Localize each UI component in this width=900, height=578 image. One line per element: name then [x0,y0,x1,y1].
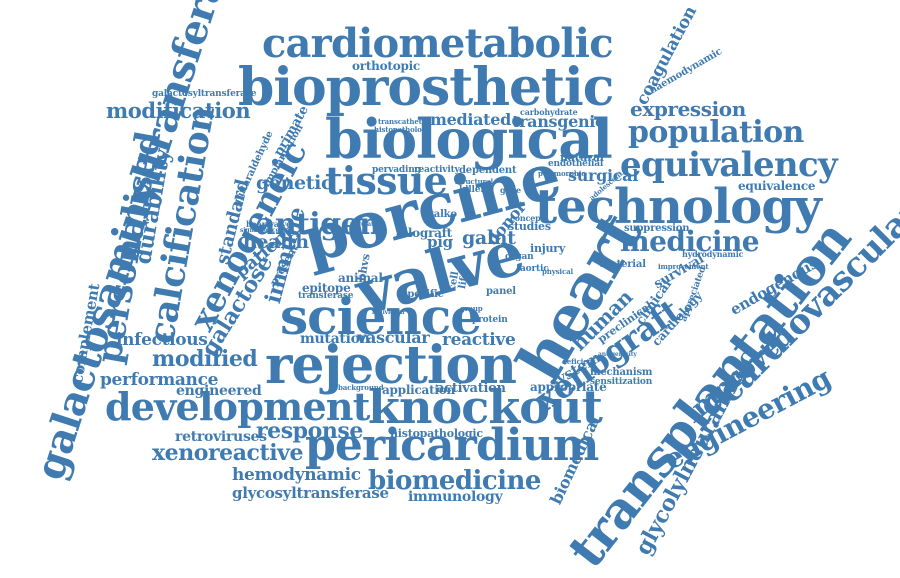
word-transcatheter: transcatheter [378,117,430,126]
word-structural: structural [455,177,494,186]
word-histopathologic: histopathologic [390,427,483,440]
word-genetic: genetic [256,172,333,194]
word-equivalency: equivalency [620,145,838,185]
word-protein: protein [472,315,508,325]
word-hemodynamic: hemodynamic [232,465,361,485]
word-organ: organ [505,252,534,262]
word-development: development [105,384,370,429]
word-pervading: pervading [372,165,421,175]
word-concept: concept [510,213,545,223]
word-mutation: mutation [300,331,370,347]
word-knockout: knockout [368,380,603,434]
word-mediated: mediated [430,110,511,129]
word-endothelial: endothelial [548,159,604,169]
word-antigen: antigen [256,207,381,242]
word-panel: panel [486,286,516,297]
word-transferase: transferase [298,291,354,301]
word-cardiometabolic: cardiometabolic [262,20,614,67]
word-aortic: aortic [520,264,549,274]
word-appropriate: appropriate [530,380,607,394]
word-carbohydrate: carbohydrate [520,107,578,117]
word-rejection: rejection [265,335,517,396]
word-galko: galko [427,209,457,220]
word-sensitization: sensitization [590,377,653,387]
word-suppression: suppression [624,223,690,234]
word-group: group [460,304,483,313]
word-polymorphic: polymorphic [538,169,586,178]
word-significance: significance [240,227,280,234]
word-modification: modification [106,98,251,123]
word-background: background [338,383,384,392]
word-biological: biological [325,107,613,171]
word-tissue: tissue [325,158,448,203]
word-epitope: epitope [302,281,351,295]
word-infectious: infectious [116,330,208,350]
word-health: health [243,231,309,253]
word-orthotopic: orthotopic [352,59,421,73]
word-equivalence: equivalence [738,179,816,193]
word-cloud: galactosaminyltransferase complement per… [26,0,900,578]
word-reactivity: reactivity [414,165,460,175]
word-gene: gene [500,185,521,195]
word-individual: individual [372,309,405,316]
word-natural: natural [560,151,604,164]
word-killer: killer [459,185,485,195]
word-coagulation: coagulation [632,3,701,109]
word-modified: modified [152,346,258,372]
word-transgenic: transgenic [512,112,605,131]
word-science: science [280,287,482,346]
word-injury: injury [530,242,566,255]
word-pericardium: pericardium [305,420,599,471]
word-studies: studies [508,220,551,233]
word-antigenicity: antigenicity [598,351,637,358]
word-biomedicine: biomedicine [368,466,541,496]
word-dependent: dependent [459,165,517,176]
word-xenoreactive: xenoreactive [152,440,304,466]
word-retroviruses: retroviruses [175,429,267,445]
word-histopathology: histopathology [374,125,431,134]
word-activation: activation [436,381,506,396]
word-bioprosthetic: bioprosthetic [238,57,614,118]
word-physical: physical [542,267,573,276]
word-expression: expression [630,97,746,121]
word-mechanism: mechanism [590,367,653,378]
word-engineered: engineered [176,383,262,399]
word-regulatory: regulatory [350,221,384,228]
word-galactosyltransferase: galactosyltransferase [152,89,257,99]
word-heartvalve: heartvalve [246,219,292,229]
word-response: response [256,418,363,444]
word-deficient: deficient [562,357,596,366]
word-application: application [382,383,455,397]
word-technology: technology [535,179,822,235]
word-pig: pig [427,233,453,251]
word-galnt: galnt [462,227,516,249]
word-surgical: surgical [568,166,638,185]
word-vascular: vascular [357,328,430,347]
word-improvement: improvement [658,262,709,271]
word-reactive: reactive [442,330,516,350]
word-population: population [628,115,804,150]
word-specific: specific [402,289,444,300]
word-material: material [600,259,646,270]
word-medicine: medicine [620,225,760,258]
word-allograft: allograft [396,226,452,240]
word-glycosyltransferase: glycosyltransferase [232,484,389,502]
word-hydrodynamic: hydrodynamic [682,249,744,259]
word-animal: animal [338,271,383,285]
word-performance: performance [100,370,219,390]
word-immunology: immunology [408,489,503,505]
